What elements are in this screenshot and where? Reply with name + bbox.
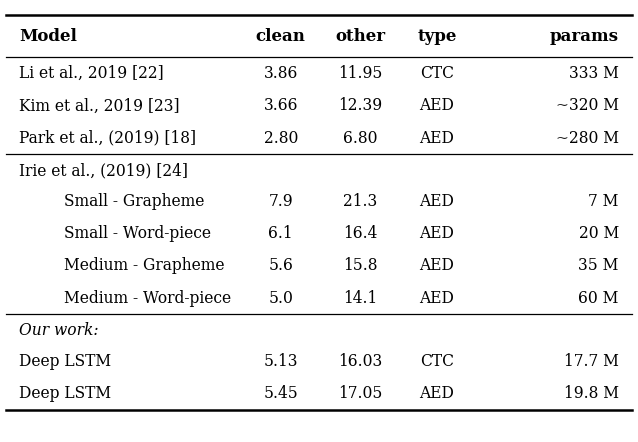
- Text: 11.95: 11.95: [338, 65, 383, 82]
- Text: Small - Grapheme: Small - Grapheme: [64, 193, 204, 210]
- Text: 60 M: 60 M: [579, 290, 619, 307]
- Text: params: params: [550, 28, 619, 45]
- Text: Medium - Word-piece: Medium - Word-piece: [64, 290, 231, 307]
- Text: AED: AED: [420, 257, 454, 274]
- Text: 16.4: 16.4: [343, 225, 378, 242]
- Text: ~320 M: ~320 M: [556, 97, 619, 114]
- Text: 17.05: 17.05: [338, 385, 383, 402]
- Text: AED: AED: [420, 385, 454, 402]
- Text: 17.7 M: 17.7 M: [564, 353, 619, 370]
- Text: AED: AED: [420, 97, 454, 114]
- Text: 21.3: 21.3: [343, 193, 378, 210]
- Text: Kim et al., 2019 [23]: Kim et al., 2019 [23]: [19, 97, 180, 114]
- Text: ~280 M: ~280 M: [556, 130, 619, 147]
- Text: AED: AED: [420, 225, 454, 242]
- Text: AED: AED: [420, 290, 454, 307]
- Text: 16.03: 16.03: [338, 353, 383, 370]
- Text: 12.39: 12.39: [338, 97, 383, 114]
- Text: 3.86: 3.86: [263, 65, 298, 82]
- Text: Park et al., (2019) [18]: Park et al., (2019) [18]: [19, 130, 197, 147]
- Text: AED: AED: [420, 130, 454, 147]
- Text: 15.8: 15.8: [343, 257, 378, 274]
- Text: Small - Word-piece: Small - Word-piece: [64, 225, 211, 242]
- Text: 5.0: 5.0: [269, 290, 293, 307]
- Text: 3.66: 3.66: [263, 97, 298, 114]
- Text: 5.45: 5.45: [263, 385, 298, 402]
- Text: 5.6: 5.6: [269, 257, 293, 274]
- Text: 7 M: 7 M: [588, 193, 619, 210]
- Text: Medium - Grapheme: Medium - Grapheme: [64, 257, 225, 274]
- Text: CTC: CTC: [420, 65, 454, 82]
- Text: AED: AED: [420, 193, 454, 210]
- Text: 14.1: 14.1: [343, 290, 378, 307]
- Text: Deep LSTM: Deep LSTM: [19, 353, 111, 370]
- Text: 35 M: 35 M: [579, 257, 619, 274]
- Text: 333 M: 333 M: [569, 65, 619, 82]
- Text: Our work:: Our work:: [19, 322, 99, 339]
- Text: type: type: [417, 28, 457, 45]
- Text: Deep LSTM: Deep LSTM: [19, 385, 111, 402]
- Text: Li et al., 2019 [22]: Li et al., 2019 [22]: [19, 65, 164, 82]
- Text: 20 M: 20 M: [579, 225, 619, 242]
- Text: 7.9: 7.9: [269, 193, 293, 210]
- Text: 19.8 M: 19.8 M: [564, 385, 619, 402]
- Text: 2.80: 2.80: [263, 130, 298, 147]
- Text: CTC: CTC: [420, 353, 454, 370]
- Text: Model: Model: [19, 28, 77, 45]
- Text: clean: clean: [256, 28, 306, 45]
- Text: Irie et al., (2019) [24]: Irie et al., (2019) [24]: [19, 162, 188, 179]
- Text: other: other: [336, 28, 385, 45]
- Text: 6.80: 6.80: [343, 130, 378, 147]
- Text: 6.1: 6.1: [269, 225, 293, 242]
- Text: 5.13: 5.13: [263, 353, 298, 370]
